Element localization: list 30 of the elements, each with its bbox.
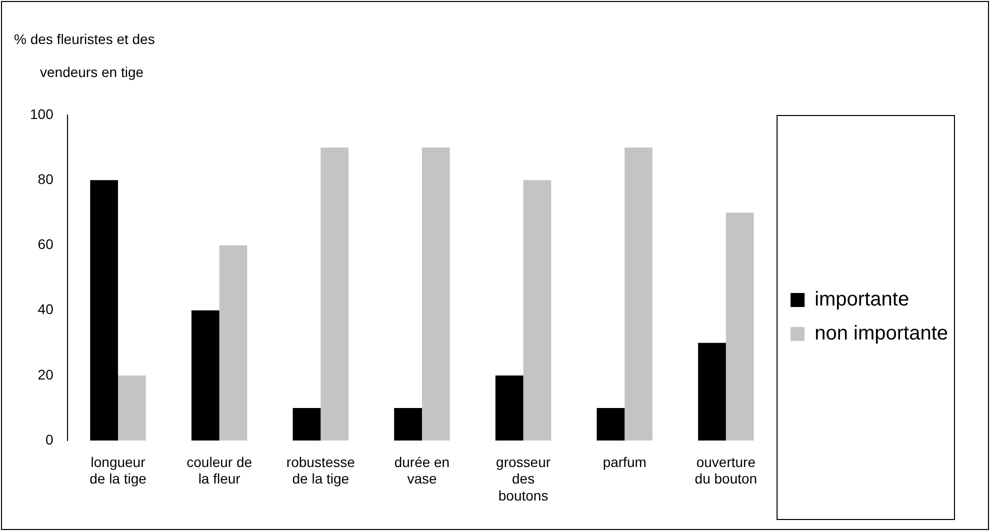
y-tick-label: 40 xyxy=(38,301,54,318)
bar xyxy=(422,148,450,441)
legend-label: importante xyxy=(814,288,910,311)
x-tick-label: robustesse de la tige xyxy=(286,454,356,487)
bar xyxy=(495,375,524,441)
bar xyxy=(394,408,422,441)
y-tick-label: 60 xyxy=(38,236,54,252)
x-tick-label: durée en vase xyxy=(394,454,450,487)
y-tick-label: 80 xyxy=(38,170,54,187)
bar xyxy=(624,148,652,441)
bar xyxy=(320,148,349,441)
bar xyxy=(726,212,754,441)
y-tick-label: 20 xyxy=(38,366,54,382)
bar xyxy=(698,342,726,441)
x-tick-label: ouverture du bouton xyxy=(694,454,758,487)
x-tick-label: grosseur des boutons xyxy=(496,454,551,504)
y-tick-label: 100 xyxy=(30,106,54,122)
x-tick-label: longueur de la tige xyxy=(90,454,147,487)
bar xyxy=(596,408,625,441)
legend-label: non importante xyxy=(814,322,948,345)
x-tick-label: parfum xyxy=(602,454,646,470)
bar xyxy=(523,180,552,441)
bar xyxy=(292,408,321,441)
bar xyxy=(90,180,118,441)
bar xyxy=(219,245,248,441)
x-tick-label: couleur de la fleur xyxy=(186,454,252,487)
bar xyxy=(191,310,220,441)
bar xyxy=(118,375,146,441)
y-tick-label: 0 xyxy=(46,431,54,448)
text: % des fleuristes et des vendeurs en tige xyxy=(14,30,155,80)
